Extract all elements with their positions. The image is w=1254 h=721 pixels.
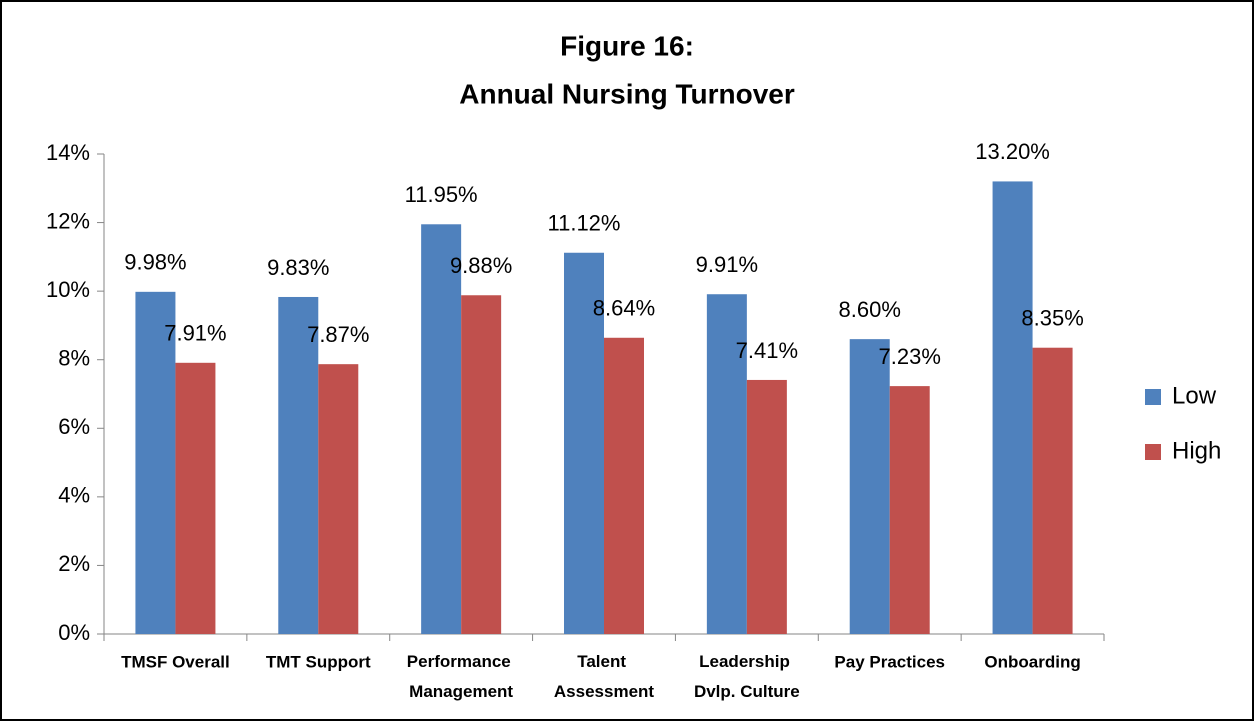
x-tick-label-line: Performance <box>407 652 516 671</box>
legend-label: Low <box>1172 382 1217 409</box>
data-label: 8.64% <box>593 296 655 321</box>
data-label: 9.88% <box>450 253 512 278</box>
data-label: 9.83% <box>267 255 329 280</box>
x-tick-label-line: Dvlp. Culture <box>694 682 800 701</box>
y-tick-label: 0% <box>58 620 90 645</box>
bar <box>278 296 319 634</box>
bar <box>564 252 604 634</box>
x-tick-label: Talent Assessment <box>554 652 655 701</box>
x-tick-label: TMT Support <box>266 652 371 671</box>
bar <box>421 224 462 635</box>
x-tick-label: Performance Management <box>407 652 516 701</box>
data-label: 9.98% <box>124 250 186 275</box>
x-tick-label-line: Assessment <box>554 682 655 701</box>
y-tick-label: 8% <box>58 346 90 371</box>
y-tick-label: 6% <box>58 414 90 439</box>
bar <box>849 339 890 634</box>
data-label: 11.95% <box>405 182 478 207</box>
data-label: 9.91% <box>696 252 758 277</box>
bar <box>604 337 644 634</box>
chart-title: Figure 16: <box>560 30 694 61</box>
data-label: 11.12% <box>548 211 621 236</box>
x-tick-label-line: Leadership <box>699 652 794 671</box>
x-tick-label: Pay Practices <box>834 652 945 671</box>
bar <box>175 362 216 634</box>
data-label: 8.35% <box>1021 306 1083 331</box>
data-label: 7.91% <box>164 321 226 346</box>
x-tick-label-line: Talent <box>577 652 631 671</box>
x-tick-label: Onboarding <box>984 652 1080 671</box>
bar <box>318 364 359 634</box>
data-label: 8.60% <box>839 297 901 322</box>
y-tick-label: 12% <box>46 208 90 233</box>
bar <box>889 386 930 634</box>
x-tick-label: TMSF Overall <box>121 652 230 671</box>
bar <box>135 291 176 634</box>
legend-swatch <box>1145 389 1161 405</box>
bar <box>461 295 502 634</box>
bar <box>1032 347 1073 634</box>
y-tick-label: 10% <box>46 277 90 302</box>
bar <box>746 379 787 634</box>
y-tick-label: 4% <box>58 483 90 508</box>
chart-subtitle: Annual Nursing Turnover <box>459 78 795 109</box>
legend-label: High <box>1172 437 1221 464</box>
legend-swatch <box>1145 444 1161 460</box>
y-tick-label: 14% <box>46 140 90 165</box>
data-label: 7.23% <box>879 344 941 369</box>
bar <box>992 181 1033 634</box>
x-tick-label: Leadership Dvlp. Culture <box>694 652 800 701</box>
data-label: 7.41% <box>736 338 798 363</box>
bar <box>706 294 747 634</box>
y-tick-label: 2% <box>58 551 90 576</box>
data-label: 13.20% <box>975 139 1050 164</box>
data-label: 7.87% <box>307 322 369 347</box>
x-tick-label-line: Management <box>409 682 513 701</box>
